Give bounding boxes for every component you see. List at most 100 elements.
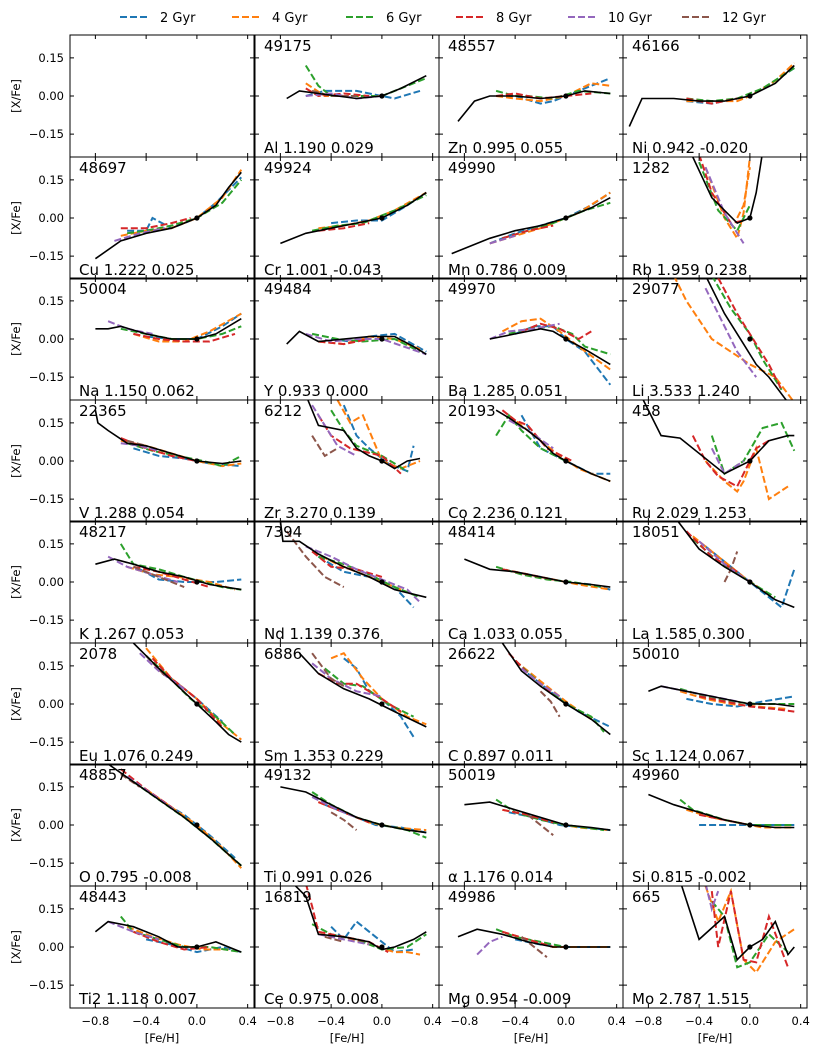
series-line-age bbox=[489, 191, 611, 245]
series-line-age bbox=[107, 555, 179, 583]
reference-point bbox=[379, 93, 385, 99]
y-tick-label: 0.00 bbox=[38, 940, 64, 954]
panel: −0.8 −0.4 0.0 0.4 [Fe/H] 16819 Ce 0.975 0.008 bbox=[254, 885, 442, 1045]
panel: 0.15 0.00 −0.15 [X/Fe] 48217 K 1.267 0.053 bbox=[9, 520, 255, 644]
panel: 48557 Zn 0.995 0.055 bbox=[438, 34, 624, 158]
legend-label: 2 Gyr bbox=[160, 11, 196, 26]
panel-label: Mg 0.954 -0.009 bbox=[448, 990, 571, 1008]
reference-point bbox=[194, 579, 200, 585]
panel-series bbox=[648, 685, 795, 713]
series-line-age bbox=[318, 555, 421, 599]
series-line-age bbox=[717, 278, 783, 391]
x-tick-label: 0.0 bbox=[557, 1014, 575, 1028]
y-tick-label: 0.00 bbox=[38, 575, 64, 589]
reference-point bbox=[563, 458, 569, 464]
panel-count: 48217 bbox=[79, 523, 127, 541]
panel: 49960 Si 0.815 -0.002 bbox=[622, 763, 808, 887]
reference-point bbox=[563, 701, 569, 707]
panel-grid: 0.15 0.00 −0.15 [X/Fe] 49175 Al 1.190 0.029 48… bbox=[9, 34, 810, 1045]
x-axis-label: [Fe/H] bbox=[145, 1031, 180, 1045]
series-line-age bbox=[704, 545, 796, 610]
x-tick-label: −0.8 bbox=[81, 1014, 109, 1028]
reference-point bbox=[747, 579, 753, 585]
series-line-all bbox=[676, 521, 795, 609]
panel-series bbox=[294, 886, 427, 956]
panel-label: Ru 2.029 1.253 bbox=[632, 504, 747, 522]
series-line-age bbox=[495, 413, 567, 462]
series-line-age bbox=[686, 67, 795, 103]
panel-count: 48697 bbox=[79, 159, 127, 177]
panel-count: 46166 bbox=[632, 37, 680, 55]
panel-label: Zn 0.995 0.055 bbox=[448, 139, 563, 157]
panel-label: Al 1.190 0.029 bbox=[264, 139, 374, 157]
panel: 20193 Co 2.236 0.121 bbox=[438, 399, 624, 523]
panel-label: Ni 0.942 -0.020 bbox=[632, 139, 748, 157]
panel: 49132 Ti 0.991 0.026 bbox=[254, 763, 440, 887]
series-line-age bbox=[145, 938, 242, 954]
panel-series bbox=[286, 64, 427, 100]
panel-series bbox=[501, 643, 611, 736]
y-tick-label: 0.15 bbox=[38, 173, 64, 187]
panel: 0.15 0.00 −0.15 [X/Fe] 48697 Cu 1.222 0.025 bbox=[9, 156, 255, 280]
y-tick-label: 0.00 bbox=[38, 818, 64, 832]
reference-point bbox=[747, 458, 753, 464]
legend-entry: 2 Gyr bbox=[120, 11, 196, 26]
panel: 0.15 0.00 −0.15 [X/Fe] 50004 Na 1.150 0.062 bbox=[9, 277, 255, 401]
panel: 0.15 0.00 −0.15 [X/Fe] bbox=[9, 34, 255, 158]
x-axis-label: [Fe/H] bbox=[330, 1031, 365, 1045]
series-line-age bbox=[305, 87, 370, 98]
legend-label: 6 Gyr bbox=[386, 11, 422, 26]
panel-count: 7394 bbox=[264, 523, 302, 541]
panel-label: Ti 0.991 0.026 bbox=[263, 868, 372, 886]
series-line-age bbox=[318, 222, 370, 232]
x-tick-label: 0.4 bbox=[792, 1014, 810, 1028]
panel-count: 50019 bbox=[448, 766, 496, 784]
panel-series bbox=[464, 558, 611, 591]
y-tick-label: −0.15 bbox=[29, 370, 64, 384]
y-tick-label: 0.15 bbox=[38, 537, 64, 551]
legend-label: 8 Gyr bbox=[496, 11, 532, 26]
panel-label: Y 0.933 0.000 bbox=[263, 382, 369, 400]
panel-series bbox=[673, 278, 794, 400]
series-line-age bbox=[712, 278, 783, 391]
series-line-age bbox=[520, 936, 548, 958]
y-tick-label: 0.15 bbox=[38, 294, 64, 308]
panel-series bbox=[95, 312, 242, 343]
panel-count: 49175 bbox=[264, 37, 312, 55]
panel-label: Si 0.815 -0.002 bbox=[632, 868, 747, 886]
x-tick-label: −0.8 bbox=[450, 1014, 478, 1028]
x-axis-label: [Fe/H] bbox=[698, 1031, 733, 1045]
legend: 2 Gyr 4 Gyr 6 Gyr 8 Gyr 10 Gyr 12 Gyr bbox=[120, 11, 766, 26]
x-axis-label: [Fe/H] bbox=[514, 1031, 549, 1045]
series-line-age bbox=[305, 89, 421, 100]
panel-series bbox=[676, 521, 796, 610]
panel-label: Ti2 1.118 0.007 bbox=[78, 990, 197, 1008]
series-line-age bbox=[119, 543, 242, 591]
series-line-age bbox=[305, 332, 427, 356]
panel: 49990 Mn 0.786 0.009 bbox=[438, 156, 624, 280]
y-tick-label: −0.15 bbox=[29, 249, 64, 263]
reference-point bbox=[379, 944, 385, 950]
panel-count: 49960 bbox=[632, 766, 680, 784]
series-line-age bbox=[501, 317, 611, 371]
panel-series bbox=[457, 928, 611, 958]
series-line-age bbox=[539, 690, 561, 718]
series-line-age bbox=[330, 811, 358, 831]
panel-label: C 0.897 0.011 bbox=[448, 747, 554, 765]
panel-count: 49986 bbox=[448, 888, 496, 906]
y-axis-label: [X/Fe] bbox=[9, 79, 23, 113]
panel-label: V 1.288 0.054 bbox=[79, 504, 185, 522]
panel: 50019 α 1.176 0.014 bbox=[438, 763, 624, 887]
series-line-age bbox=[305, 886, 389, 953]
series-line-age bbox=[710, 421, 796, 476]
panel: 29077 Li 3.533 1.240 bbox=[622, 277, 808, 401]
panel-series bbox=[628, 62, 795, 127]
series-line-age bbox=[285, 530, 345, 588]
series-line-all bbox=[95, 318, 242, 340]
panel-series bbox=[451, 191, 611, 255]
x-tick-label: 0.0 bbox=[741, 1014, 759, 1028]
reference-point bbox=[747, 336, 753, 342]
series-line-age bbox=[723, 551, 739, 583]
series-line-age bbox=[710, 890, 789, 968]
x-tick-label: 0.4 bbox=[424, 1014, 442, 1028]
